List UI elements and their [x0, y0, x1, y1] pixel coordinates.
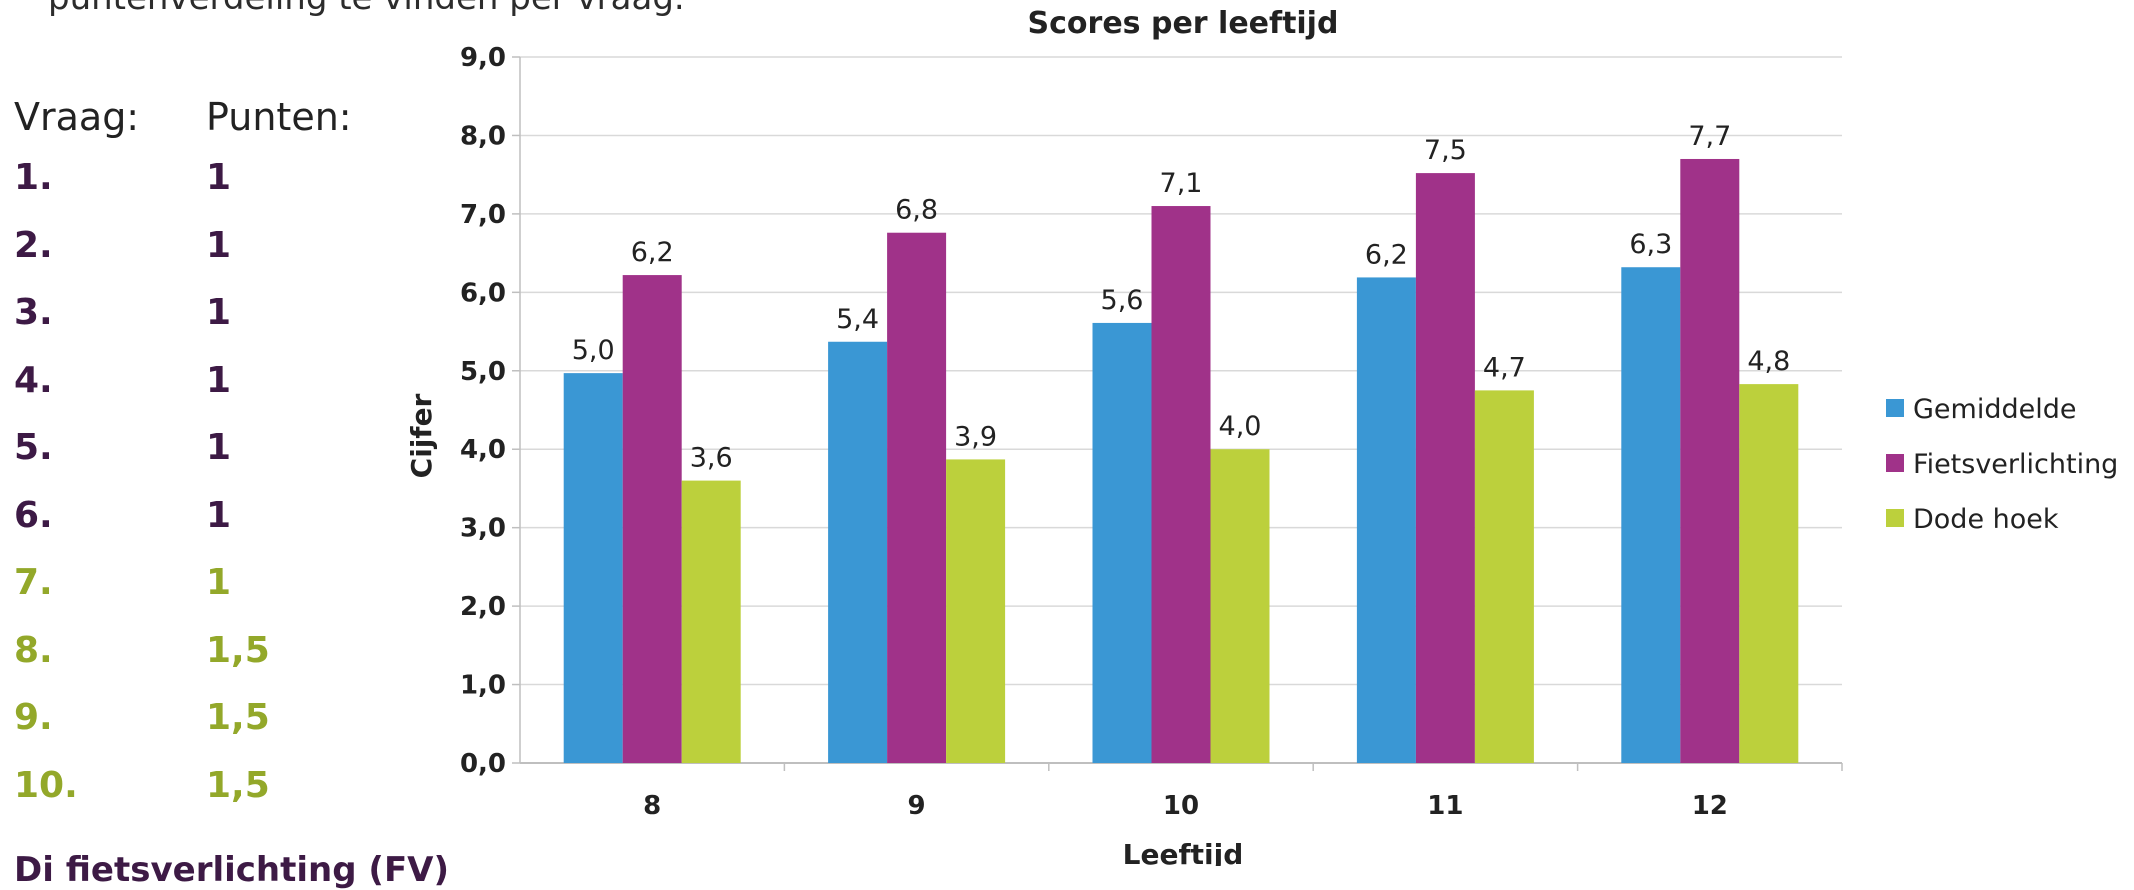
- question-number: 2.: [14, 224, 53, 266]
- bar: [946, 459, 1006, 763]
- y-tick-label: 8,0: [460, 121, 506, 151]
- y-tick-label: 7,0: [460, 200, 506, 230]
- question-points: 1: [206, 359, 232, 401]
- points-table-header: Vraag: Punten:: [14, 90, 356, 144]
- data-label: 7,7: [1688, 121, 1731, 152]
- data-label: 6,2: [1365, 239, 1408, 270]
- y-tick-label: 9,0: [460, 43, 506, 73]
- bar: [1680, 158, 1740, 763]
- x-tick-label: 11: [1427, 791, 1463, 821]
- question-points: 1: [206, 427, 232, 469]
- bar: [622, 275, 682, 763]
- legend-label: Fietsverlichting: [1913, 449, 2118, 480]
- question-points: 1,5: [206, 697, 270, 739]
- bar: [1739, 384, 1799, 763]
- data-label: 4,8: [1747, 346, 1790, 377]
- question-points: 1: [206, 224, 232, 266]
- bar: [1621, 267, 1681, 763]
- question-number: 9.: [14, 697, 53, 739]
- y-tick-label: 4,0: [460, 435, 506, 465]
- data-label: 5,6: [1101, 285, 1144, 316]
- bar: [681, 480, 741, 763]
- bar: [828, 341, 888, 763]
- question-points: 1: [206, 562, 232, 604]
- data-label: 3,6: [690, 443, 733, 474]
- bar-chart: Scores per leeftijd 0,0 1,0 2,0 3,0 4,0 5,0 6,…: [405, 6, 2118, 866]
- x-tick-label: 9: [908, 791, 926, 821]
- bar: [1210, 449, 1270, 763]
- data-label: 6,2: [631, 237, 674, 268]
- x-tick-label: 10: [1163, 791, 1199, 821]
- x-tick-label: 12: [1692, 791, 1728, 821]
- table-row: 8. 1,5: [14, 617, 356, 685]
- question-points: 1,5: [206, 764, 270, 806]
- table-row: 3. 1: [14, 279, 356, 347]
- bar: [1356, 277, 1416, 763]
- table-row: 1. 1: [14, 144, 356, 212]
- bar: [1151, 206, 1211, 764]
- question-number: 4.: [14, 359, 53, 401]
- data-label: 4,0: [1219, 411, 1262, 442]
- question-number: 6.: [14, 494, 53, 536]
- table-row: 10. 1,5: [14, 752, 356, 820]
- table-row: 2. 1: [14, 212, 356, 280]
- y-tick-labels: 0,0 1,0 2,0 3,0 4,0 5,0 6,0 7,0 8,0 9,0: [460, 43, 506, 779]
- bar: [1474, 390, 1534, 763]
- bar: [1415, 173, 1475, 763]
- data-label: 5,0: [572, 335, 615, 366]
- question-points: 1: [206, 157, 232, 199]
- legend-swatch: [1886, 399, 1904, 417]
- data-label: 6,8: [895, 195, 938, 226]
- question-number: 3.: [14, 292, 53, 334]
- data-label: 6,3: [1629, 229, 1672, 260]
- question-points: 1: [206, 494, 232, 536]
- legend: Gemiddelde Fietsverlichting Dode hoek: [1886, 394, 2118, 535]
- y-tick-label: 0,0: [460, 749, 506, 779]
- x-axis-label: Leeftijd: [1123, 838, 1244, 866]
- y-tick-label: 3,0: [460, 514, 506, 544]
- header-vraag: Vraag:: [14, 95, 140, 139]
- x-tick-label: 8: [643, 791, 661, 821]
- table-row: 4. 1: [14, 347, 356, 415]
- bar: [563, 373, 623, 763]
- legend-label: Gemiddelde: [1913, 394, 2076, 425]
- chart-title: Scores per leeftijd: [1028, 6, 1339, 41]
- table-row: 7. 1: [14, 549, 356, 617]
- question-number: 10.: [14, 764, 78, 806]
- question-points: 1,5: [206, 629, 270, 671]
- table-row: 6. 1: [14, 482, 356, 550]
- y-tick-label: 2,0: [460, 592, 506, 622]
- points-table: Vraag: Punten: 1. 1 2. 1 3. 1 4. 1 5. 1 6. 1 7…: [14, 90, 356, 819]
- y-tick-label: 1,0: [460, 671, 506, 701]
- bar: [887, 232, 947, 763]
- x-tick-labels: 8 9 10 11 12: [643, 791, 1728, 821]
- question-number: 5.: [14, 427, 53, 469]
- legend-label: Dode hoek: [1913, 504, 2059, 535]
- question-number: 8.: [14, 629, 53, 671]
- data-label: 3,9: [954, 421, 997, 452]
- intro-text: puntenverdeling te vinden per vraag.: [48, 0, 685, 18]
- question-number: 1.: [14, 157, 53, 199]
- data-labels: 5,0 6,2 3,6 5,4 6,8 3,9 5,6 7,1 4,0 6,2 7,5 4,7 6,3 7…: [572, 121, 1791, 474]
- legend-swatch: [1886, 509, 1904, 527]
- question-points: 1: [206, 292, 232, 334]
- data-label: 5,4: [836, 304, 879, 335]
- bars: [563, 158, 1799, 764]
- table-row: 9. 1,5: [14, 684, 356, 752]
- data-label: 7,1: [1160, 168, 1203, 199]
- y-tick-label: 6,0: [460, 278, 506, 308]
- data-label: 4,7: [1483, 352, 1526, 383]
- question-number: 7.: [14, 562, 53, 604]
- data-label: 7,5: [1424, 135, 1467, 166]
- y-tick-label: 5,0: [460, 357, 506, 387]
- y-axis-label: Cijfer: [405, 393, 438, 478]
- legend-swatch: [1886, 454, 1904, 472]
- header-punten: Punten:: [206, 95, 352, 139]
- table-row: 5. 1: [14, 414, 356, 482]
- bar: [1092, 322, 1152, 763]
